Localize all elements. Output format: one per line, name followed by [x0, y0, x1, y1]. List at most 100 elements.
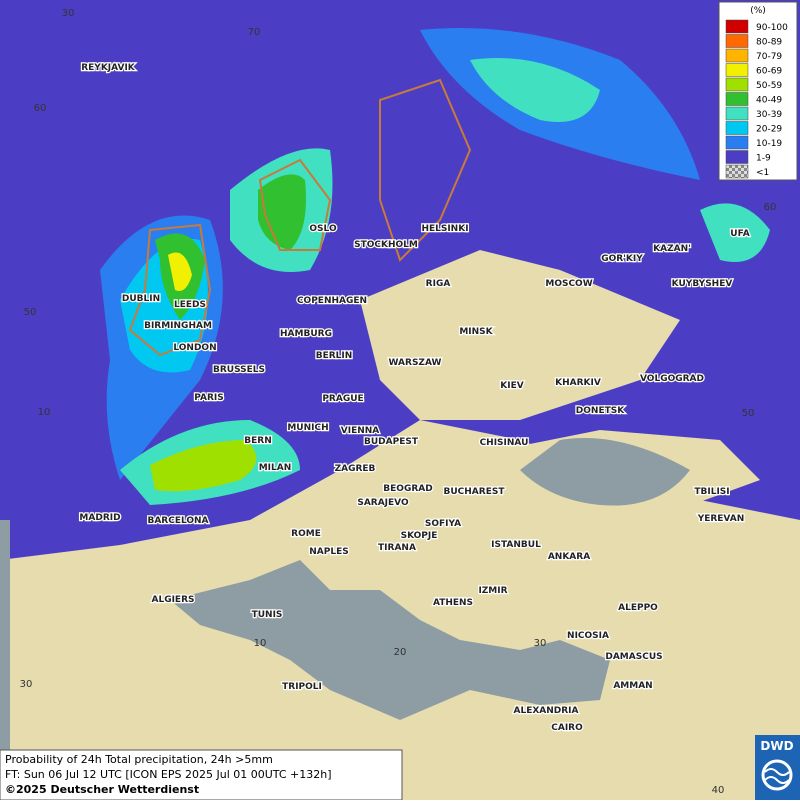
grid-label: 70	[248, 27, 261, 38]
coastline	[128, 78, 472, 357]
field-30-39	[470, 58, 600, 122]
city-label: LONDON	[173, 343, 216, 353]
city-label: MADRID	[79, 513, 120, 523]
legend-label: 10-19	[756, 139, 782, 149]
sea	[0, 520, 10, 800]
city-label: MILAN	[259, 463, 292, 473]
legend-label: 90-100	[756, 23, 788, 33]
legend-label: 30-39	[756, 110, 782, 120]
logo-icon	[764, 768, 790, 784]
city-label: HAMBURG	[280, 329, 332, 339]
city-label: PRAGUE	[322, 394, 363, 404]
grid-label: 50	[24, 307, 37, 318]
grid-label: 60	[764, 202, 777, 213]
city-label: KUYBYSHEV	[672, 279, 733, 289]
city-label: KIEV	[500, 381, 523, 391]
legend-label: 40-49	[756, 96, 782, 106]
city-label: RIGA	[426, 279, 451, 289]
city-label: ATHENS	[433, 598, 473, 608]
legend: (%) 90-100 80-89 70-79 60-69 50-59 40-49 30-39 2…	[718, 1, 798, 181]
city-label: TRIPOLI	[282, 682, 322, 692]
city-label: BUCHAREST	[444, 487, 506, 497]
grid-label: 10	[254, 638, 267, 649]
legend-label: 70-79	[756, 52, 782, 62]
city-label: TUNIS	[252, 610, 283, 620]
city-label: NAPLES	[309, 547, 348, 557]
grid-label: 60	[34, 103, 47, 114]
legend-swatch	[725, 150, 749, 164]
city-label: BUDAPEST	[364, 437, 419, 447]
city-label: SKOPJE	[401, 531, 438, 541]
legend-label: 50-59	[756, 81, 782, 91]
city-label: BERLIN	[316, 351, 353, 361]
city-label: GOR'KIY	[601, 254, 643, 264]
city-label: SOFIYA	[425, 519, 461, 529]
field-60-69	[168, 252, 192, 291]
footer-line: ©2025 Deutscher Wetterdienst	[5, 783, 199, 796]
city-label: SARAJEVO	[357, 498, 409, 508]
legend-swatch	[725, 92, 749, 106]
grid-label: 30	[534, 638, 547, 649]
city-label: PARIS	[194, 393, 224, 403]
city-label: STOCKHOLM	[354, 240, 418, 250]
city-label: KHARKIV	[555, 378, 601, 388]
legend-label: 20-29	[756, 125, 782, 135]
sea	[520, 438, 690, 506]
city-label: DONETSK	[576, 406, 625, 416]
grid-label: 50	[742, 408, 755, 419]
city-label: ALGIERS	[152, 595, 195, 605]
city-label: BERN	[244, 436, 271, 446]
city-label: NICOSIA	[567, 631, 609, 641]
legend-title: (%)	[750, 6, 766, 16]
field-40-49	[258, 174, 306, 250]
grid-label: 10	[38, 407, 51, 418]
field-50-59	[150, 440, 257, 492]
city-label: KAZAN'	[653, 244, 691, 254]
legend-swatch	[725, 19, 749, 34]
city-label: ZAGREB	[335, 464, 376, 474]
city-label: IZMIR	[478, 586, 507, 596]
city-label: BIRMINGHAM	[144, 321, 212, 331]
legend-label: <1	[756, 168, 769, 178]
legend-swatch	[725, 164, 749, 179]
city-label: CHISINAU	[480, 438, 529, 448]
legend-swatch	[725, 63, 749, 77]
legend-swatch	[725, 106, 749, 121]
city-label: YEREVAN	[697, 514, 745, 524]
city-label: CAIRO	[551, 723, 583, 733]
city-label: LEEDS	[174, 300, 206, 310]
city-label: HELSINKI	[421, 224, 468, 234]
city-label: OSLO	[309, 224, 337, 234]
legend-swatch	[725, 48, 749, 63]
city-label: TBILISI	[694, 487, 729, 497]
city-label: VOLGOGRAD	[640, 374, 704, 384]
grid-label: 40	[712, 785, 725, 796]
city-label: ROME	[291, 529, 321, 539]
city-label: UFA	[730, 229, 749, 239]
grid-label: 30	[20, 679, 33, 690]
legend-swatch	[725, 121, 749, 135]
city-label: BEOGRAD	[383, 484, 432, 494]
footer-box	[0, 749, 403, 801]
footer-line: Probability of 24h Total precipitation, …	[5, 753, 273, 766]
city-label: WARSZAW	[389, 358, 442, 368]
city-label: ALEPPO	[618, 603, 658, 613]
legend-swatch	[725, 34, 749, 48]
legend-label: 80-89	[756, 38, 782, 48]
grid-label: 30	[62, 8, 75, 19]
legend-label: 1-9	[756, 154, 771, 164]
legend-swatch	[725, 135, 749, 150]
field-30-39	[700, 203, 770, 262]
city-label: ISTANBUL	[491, 540, 541, 550]
logo-text: DWD	[760, 739, 793, 753]
city-label: MOSCOW	[545, 279, 592, 289]
city-label: VIENNA	[341, 426, 380, 436]
city-label: DAMASCUS	[605, 652, 662, 662]
city-label: TIRANA	[378, 543, 416, 553]
city-label: AMMAN	[613, 681, 652, 691]
land	[360, 250, 680, 420]
logo-icon	[761, 759, 793, 791]
city-label: ANKARA	[548, 552, 590, 562]
